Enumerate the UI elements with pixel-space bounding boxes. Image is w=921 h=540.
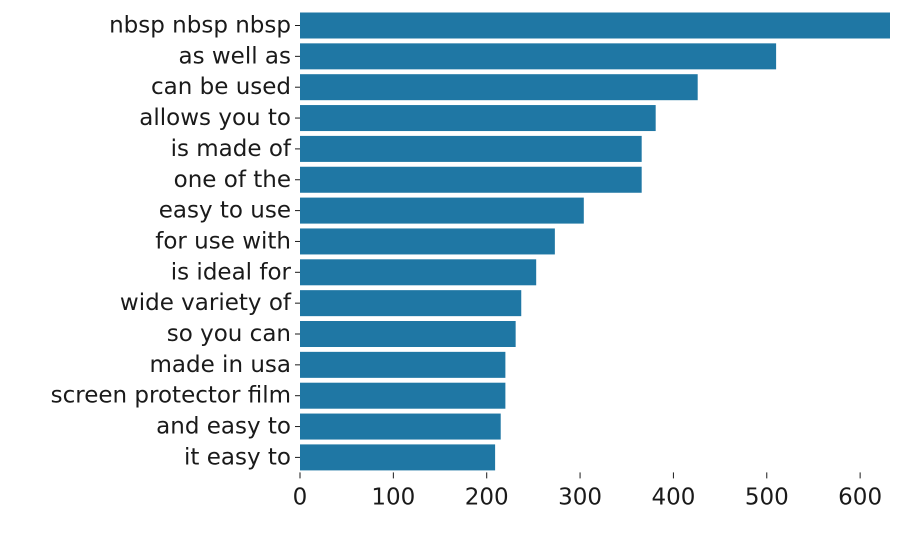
x-tick-label: 300 — [558, 484, 602, 510]
category-label: screen protector film — [51, 383, 291, 409]
bar — [300, 228, 555, 255]
bar — [300, 43, 777, 70]
category-label: as well as — [178, 43, 291, 69]
bar — [300, 74, 698, 101]
category-label: made in usa — [150, 352, 292, 378]
bar — [300, 259, 537, 286]
x-tick-label: 500 — [745, 484, 789, 510]
x-tick-label: 400 — [651, 484, 695, 510]
category-label: is ideal for — [171, 259, 292, 285]
bar — [300, 351, 506, 378]
category-labels-group: nbsp nbsp nbsp as well as can be used allow… — [51, 13, 300, 470]
bar — [300, 321, 516, 347]
category-label: easy to use — [159, 198, 291, 224]
x-tick-label: 0 — [293, 484, 308, 510]
x-axis: 0 100 200 300 400 500 600 — [293, 472, 882, 510]
bar — [300, 12, 890, 39]
bar — [300, 290, 522, 317]
category-label: for use with — [155, 228, 291, 254]
bar — [300, 382, 506, 409]
category-label: is made of — [171, 136, 292, 162]
bar — [300, 105, 656, 132]
bar — [300, 197, 584, 224]
category-label: can be used — [151, 74, 291, 100]
category-label: allows you to — [139, 105, 291, 131]
bar — [300, 413, 501, 440]
bars-group — [300, 12, 890, 471]
category-label: and easy to — [156, 414, 291, 440]
x-tick-label: 100 — [371, 484, 415, 510]
x-tick-label: 600 — [838, 484, 882, 510]
category-label: nbsp nbsp nbsp — [109, 13, 291, 39]
category-label: one of the — [174, 167, 291, 193]
bar — [300, 135, 642, 162]
bar — [300, 166, 642, 193]
category-label: wide variety of — [120, 290, 292, 316]
category-label: it easy to — [184, 444, 291, 470]
bar — [300, 444, 496, 471]
x-tick-label: 200 — [465, 484, 509, 510]
category-label: so you can — [167, 321, 291, 347]
